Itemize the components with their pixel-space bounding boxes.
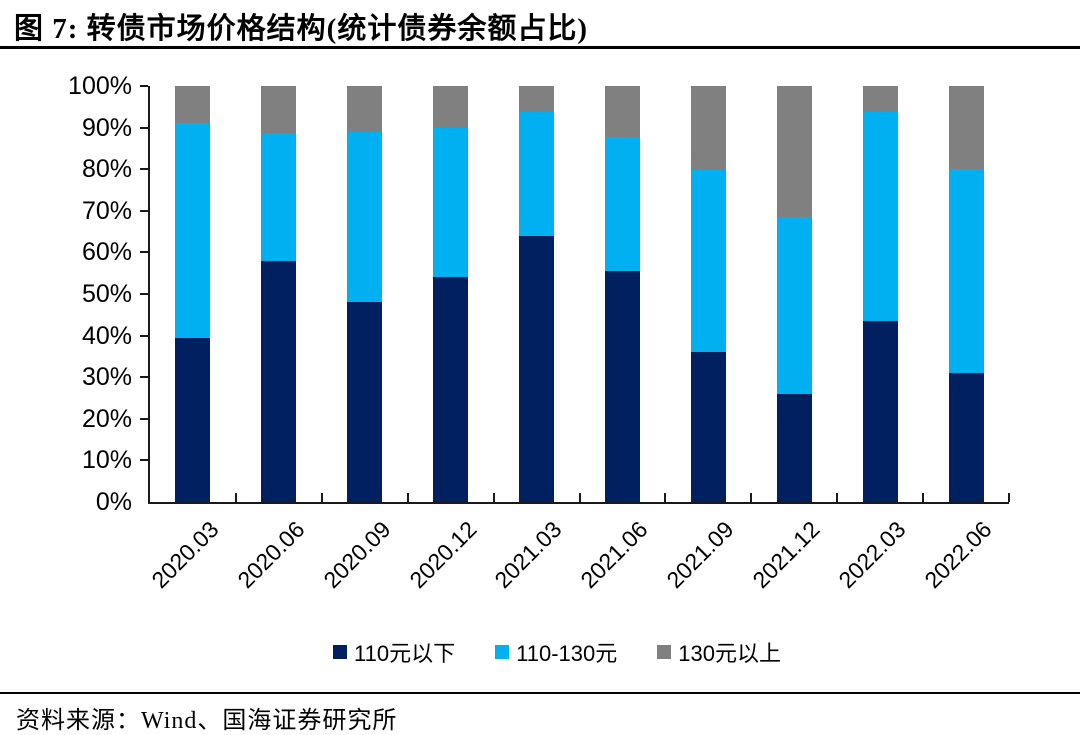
y-axis-tick [140,85,148,87]
bar-segment [433,86,469,128]
bar-segment [690,86,726,171]
bar-segment [690,170,726,353]
x-axis-label: 2020.03 [146,516,224,594]
y-axis-tick [140,293,148,295]
figure-title: 图 7: 转债市场价格结构(统计债券余额占比) [14,13,588,45]
bar-segment [690,352,726,502]
bar-segment [261,86,297,134]
x-axis-label: 2022.06 [919,516,997,594]
bar-segment [776,393,812,502]
source-text: 资料来源：Wind、国海证券研究所 [16,708,398,734]
y-axis-tick [140,168,148,171]
x-axis-tick [664,493,667,502]
legend-swatch-icon [333,645,348,659]
y-axis-tick [140,209,148,212]
x-axis-label: 2021.12 [747,516,825,594]
y-axis-label: 70% [81,196,132,225]
x-axis-tick [750,493,753,502]
bar-segment [948,373,984,502]
bar-segment [261,133,297,261]
x-axis-label: 2021.03 [489,516,567,594]
bar-segment [948,169,984,374]
legend-swatch-icon [495,645,510,659]
legend-label: 110元以下 [354,641,456,666]
x-axis-tick [234,493,237,502]
y-axis-tick [140,417,148,420]
chart-legend: 110元以下 110-130元 130元以上 [0,636,1080,668]
bar-segment [261,260,297,502]
source-divider [0,692,1080,694]
legend-swatch-icon [657,645,672,659]
y-axis-tick [140,376,148,379]
x-axis-tick [492,493,495,502]
x-axis-tick [836,493,839,502]
x-axis-label: 2021.09 [661,516,739,594]
bar-segment [519,86,555,113]
y-axis-label: 0% [95,488,132,516]
y-axis-label: 30% [81,363,132,392]
legend-label: 110-130元 [516,641,618,666]
y-axis-label: 10% [81,446,132,475]
bar-segment [604,136,640,272]
y-axis-label: 80% [81,155,132,184]
legend-item: 130元以上 [657,636,781,668]
x-axis-tick [320,493,323,502]
title-divider [0,46,1080,49]
legend-item: 110-130元 [495,636,617,668]
y-axis-label: 50% [81,280,132,308]
y-axis-label: 90% [81,113,132,142]
y-axis-tick [140,251,148,254]
bar-segment [175,86,211,124]
x-axis-tick [406,493,409,502]
bar-segment [519,235,555,502]
x-axis-tick [1008,493,1010,502]
x-axis-label: 2022.03 [833,516,911,594]
y-axis-tick [140,126,148,129]
x-axis-label: 2020.06 [232,516,310,594]
bar-segment [862,112,898,322]
y-axis-label: 60% [81,238,132,267]
y-axis-tick [140,459,148,462]
bar-segment [433,127,469,278]
bar-segment [862,321,898,502]
bar-segment [948,86,984,170]
bar-segment [175,337,211,502]
bar-segment [862,86,898,113]
x-axis-tick [922,493,925,502]
x-axis-label: 2021.06 [575,516,653,594]
bar-segment [347,86,383,132]
bar-segment [175,123,211,338]
x-axis: 2020.03 2020.06 2020.09 2020.12 2021.03 2021.… [146,504,1007,624]
bar-segment [347,131,383,303]
y-axis: 0% 10% 20% 30% 40% 50% 60% 70% 80% 90% 100% [0,72,148,516]
x-axis-label: 2020.12 [403,516,482,594]
legend-item: 110元以下 [333,636,455,668]
y-axis-label: 100% [68,72,132,100]
bar-segment [776,217,812,394]
plot-area [148,86,1010,504]
y-axis-tick [140,334,148,337]
bar-segment [519,112,555,236]
y-axis-label: 20% [81,404,132,433]
bar-segment [604,271,640,502]
legend-label: 130元以上 [678,641,781,666]
bar-segment [347,302,383,502]
bar-segment [776,86,812,218]
x-axis-label: 2020.09 [317,516,396,594]
bar-segment [433,277,469,502]
y-axis-label: 40% [81,321,132,350]
bar-segment [604,86,640,137]
x-axis-tick [578,493,581,502]
